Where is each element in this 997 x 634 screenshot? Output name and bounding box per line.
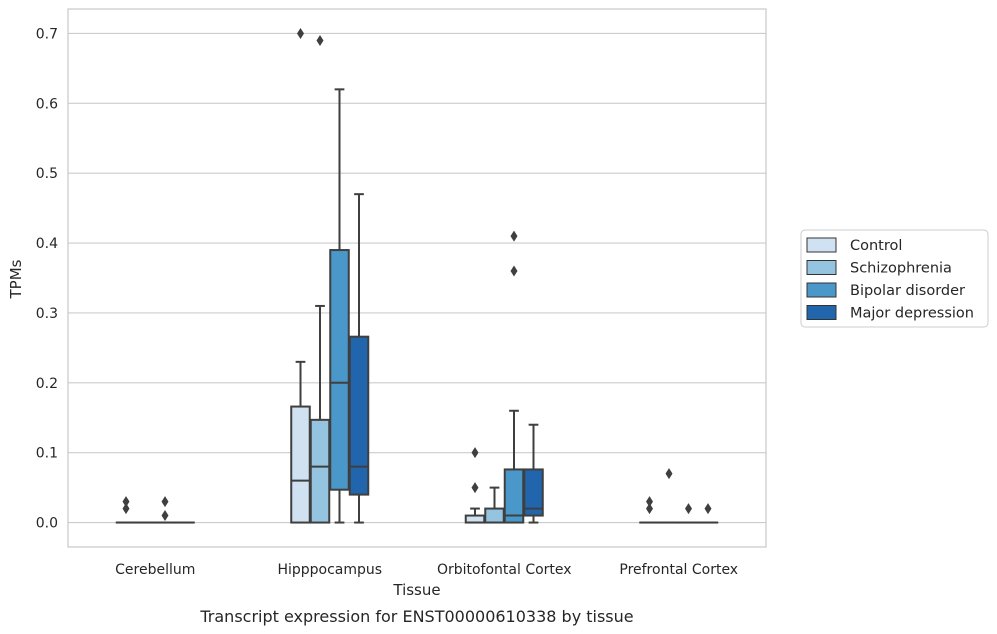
plot-frame <box>67 8 767 548</box>
x-tick-label: Cerebellum <box>115 562 195 578</box>
box-group <box>309 34 331 524</box>
box-group <box>115 496 137 524</box>
x-tick-label: Orbitofontal Cortex <box>437 562 572 578</box>
legend-swatch <box>806 305 837 320</box>
outlier-point <box>161 510 169 522</box>
y-tick-label: 0.0 <box>36 516 58 532</box>
outlier-point <box>510 230 518 242</box>
outlier-point <box>161 496 169 508</box>
box <box>484 507 505 524</box>
outlier-point <box>297 27 304 39</box>
outlier-point <box>316 34 324 46</box>
x-tick-label: Hipppocampus <box>277 562 382 578</box>
y-tick-label: 0.2 <box>36 376 58 392</box>
x-tick-label: Prefrontal Cortex <box>619 562 738 578</box>
legend-label: Major depression <box>850 306 974 322</box>
box-group <box>697 503 719 524</box>
outlier-point <box>646 503 653 515</box>
outlier-point <box>471 482 479 494</box>
outlier-point <box>685 503 692 515</box>
box <box>464 514 486 524</box>
legend-swatch <box>806 260 837 275</box>
box <box>290 405 311 524</box>
y-tick-label: 0.4 <box>36 236 58 252</box>
box <box>309 418 331 524</box>
legend-label: Bipolar disorder <box>850 283 965 299</box>
box-group <box>154 496 176 524</box>
y-tick-label: 0.7 <box>36 26 58 42</box>
y-tick-label: 0.6 <box>36 96 58 112</box>
legend-label: Control <box>850 238 902 254</box>
legend-swatch <box>806 282 837 298</box>
legend-label: Schizophrenia <box>850 261 952 277</box>
box-group <box>523 423 544 524</box>
y-tick-label: 0.3 <box>36 306 58 322</box>
legend-swatch <box>806 237 837 253</box>
outlier-point <box>646 496 653 508</box>
x-axis-title: Tissue <box>392 581 440 599</box>
box-group <box>348 193 370 524</box>
y-tick-label: 0.1 <box>36 446 58 462</box>
box <box>348 335 370 496</box>
outlier-point <box>122 503 130 515</box>
outlier-point <box>510 265 518 277</box>
box-group <box>503 230 525 524</box>
y-axis-title: TPMs <box>7 259 25 299</box>
box <box>523 468 544 517</box>
legend-frame <box>800 229 989 328</box>
box-layer <box>115 27 719 524</box>
outlier-point <box>665 468 673 480</box>
box <box>329 249 350 491</box>
chart-caption: Transcript expression for ENST0000061033… <box>199 607 633 626</box>
y-tick-label: 0.5 <box>36 166 58 182</box>
x-tick-labels: Cerebellum Hipppocampus Orbitofontal Corte… <box>115 562 738 578</box>
outlier-point <box>122 496 130 508</box>
y-tick-labels: 0.0 0.1 0.2 0.3 0.4 0.5 0.6 0.7 <box>36 26 58 531</box>
box-group <box>484 486 505 524</box>
legend-items: Control Schizophrenia Bipolar disorder Majo… <box>806 237 974 322</box>
outlier-point <box>704 503 712 515</box>
outlier-point <box>471 447 479 459</box>
legend: Control Schizophrenia Bipolar disorder Majo… <box>800 229 989 328</box>
